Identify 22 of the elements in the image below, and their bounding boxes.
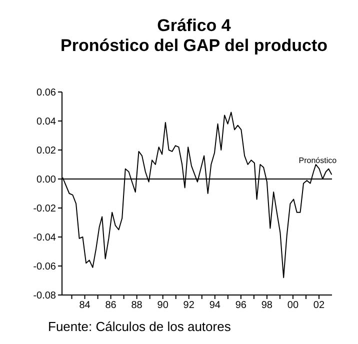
y-tick-label: -0.08 [33, 290, 56, 302]
x-tick-label: 92 [183, 300, 195, 312]
annotation: Pronóstico [298, 156, 338, 165]
x-tick-label: 98 [261, 300, 273, 312]
x-tick-label: 00 [287, 300, 299, 312]
x-tick-label: 86 [105, 300, 117, 312]
chart-title: Gráfico 4 [156, 15, 232, 36]
x-tick-label: 84 [79, 300, 91, 312]
x-tick-label: 90 [157, 300, 169, 312]
x-tick-label: 02 [313, 300, 325, 312]
y-tick-label: -0.04 [33, 232, 56, 244]
y-tick-label: 0.02 [36, 146, 56, 157]
y-tick-label: 0.04 [36, 116, 56, 128]
x-tick-label: 94 [209, 300, 221, 312]
y-tick-label: 0.06 [36, 88, 56, 99]
x-tick-label: 96 [235, 300, 247, 312]
x-tick-label: 88 [131, 300, 143, 312]
y-tick-label: -0.02 [33, 204, 56, 215]
y-tick-label: 0.00 [36, 174, 56, 186]
chart-subtitle: Pronóstico del GAP del producto [60, 36, 328, 56]
y-tick-label: -0.06 [33, 262, 56, 273]
source-note: Fuente: Cálculos de los autores [47, 319, 232, 334]
